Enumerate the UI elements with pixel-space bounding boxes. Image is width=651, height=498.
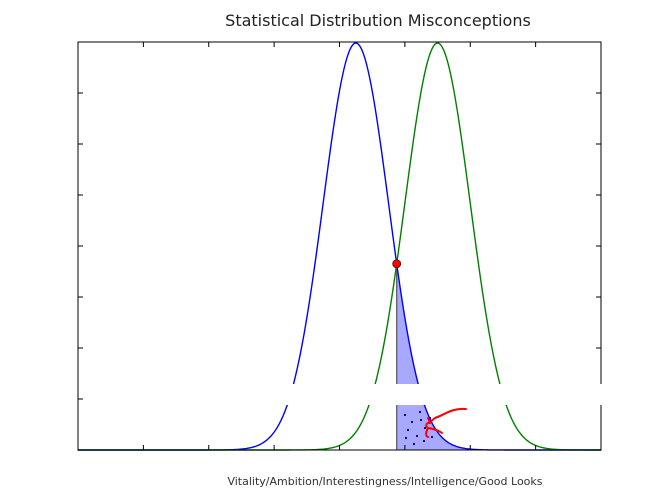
shaded-overlap-area <box>396 263 601 450</box>
annotation-background <box>124 384 629 405</box>
annotation-dot <box>410 420 414 424</box>
annotation-dot <box>406 428 410 432</box>
annotation-dots <box>403 410 434 446</box>
chart-title: Statistical Distribution Misconceptions <box>225 11 531 30</box>
annotation-dot <box>419 418 423 422</box>
annotation-arrow <box>425 407 467 438</box>
annotation-dot <box>415 434 419 438</box>
intersection-marker <box>392 259 402 269</box>
annotation-dot <box>403 413 407 417</box>
annotation-dot <box>404 436 408 440</box>
plot-area <box>77 41 629 451</box>
annotation-dot <box>428 416 432 420</box>
x-axis-label: Vitality/Ambition/Interestingness/Intell… <box>227 475 542 488</box>
annotation-dot <box>422 439 426 443</box>
annotation-dot <box>418 410 422 414</box>
annotation-dot <box>423 426 427 430</box>
annotation-dot <box>430 435 434 439</box>
annotation-dot <box>412 442 416 446</box>
